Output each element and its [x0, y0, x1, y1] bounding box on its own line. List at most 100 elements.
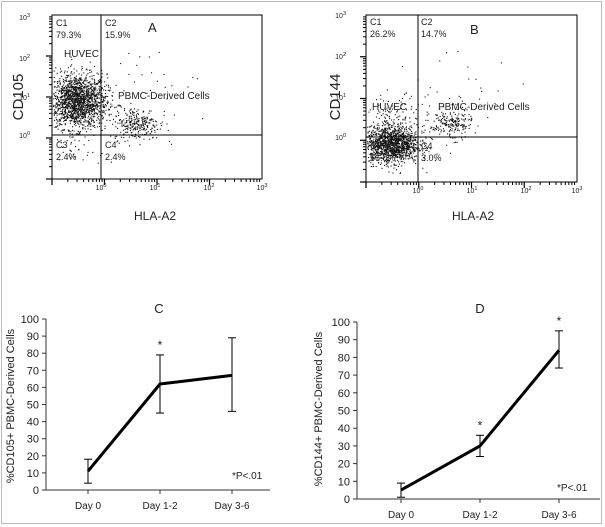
scatter-dot [396, 148, 398, 150]
scatter-dot [137, 132, 139, 134]
scatter-dot [163, 114, 165, 116]
scatter-dot [455, 127, 457, 129]
scatter-dot [391, 156, 393, 158]
scatter-dot [64, 98, 66, 100]
scatter-dot [382, 143, 384, 145]
scatter-dot [384, 128, 386, 130]
scatter-dot [73, 118, 75, 120]
scatter-dot [86, 99, 88, 101]
scatter-dot [94, 86, 96, 88]
scatter-dot [121, 121, 123, 123]
scatter-dot [90, 101, 92, 103]
scatter-dot [131, 120, 133, 122]
scatter-dot [85, 76, 87, 78]
scatter-dot [445, 122, 447, 124]
scatter-dot [395, 150, 397, 152]
scatter-dot [60, 88, 62, 90]
scatter-dot [95, 113, 97, 115]
scatter-dot [71, 108, 73, 110]
scatter-dot [67, 96, 69, 98]
scatter-dot [76, 93, 78, 95]
y-axis-title: %CD105+ PBMC-Derived Cells [5, 328, 17, 483]
scatter-dot [125, 120, 127, 122]
scatter-dot [110, 106, 112, 108]
scatter-dot [71, 129, 73, 131]
scatter-dot [408, 144, 410, 146]
scatter-dot [389, 145, 391, 147]
scatter-dot [399, 140, 401, 142]
scatter-dot [434, 129, 436, 131]
scatter-dot [370, 143, 372, 145]
scatter-dot [369, 137, 371, 139]
scatter-dot [67, 99, 69, 101]
scatter-dot [141, 129, 143, 131]
scatter-dot [79, 82, 81, 84]
scatter-dot [73, 89, 75, 91]
scatter-dot [393, 145, 395, 147]
scatter-dot [440, 121, 442, 123]
scatter-dot [108, 86, 110, 88]
scatter-dot [83, 124, 85, 126]
scatter-dot [94, 100, 96, 102]
scatter-dot [500, 62, 502, 64]
scatter-dot [86, 104, 88, 106]
scatter-dot [57, 104, 59, 106]
scatter-dot [402, 161, 404, 163]
scatter-dot [400, 122, 402, 124]
scatter-dot [435, 114, 437, 116]
scatter-dot [434, 128, 436, 130]
scatter-dot [470, 115, 472, 117]
scatter-dot [389, 147, 391, 149]
scatter-dot [402, 132, 404, 134]
scatter-dot [76, 108, 78, 110]
scatter-dot [388, 133, 390, 135]
scatter-dot [82, 128, 84, 130]
scatter-dot [65, 95, 67, 97]
scatter-dot [418, 149, 420, 151]
scatter-dot [77, 95, 79, 97]
scatter-dot [73, 105, 75, 107]
scatter-dot [54, 95, 56, 97]
scatter-dot [458, 124, 460, 126]
scatter-dot [61, 113, 63, 115]
scatter-dot [77, 96, 79, 98]
scatter-dot [66, 105, 68, 107]
x-tick-label: 100 [413, 186, 424, 195]
scatter-dot [77, 113, 79, 115]
scatter-dot [90, 86, 92, 88]
scatter-dot [441, 121, 443, 123]
scatter-dot [64, 107, 66, 109]
scatter-dot [385, 132, 387, 134]
y-tick-label: 80 [27, 348, 39, 360]
scatter-dot [67, 88, 69, 90]
scatter-dot [69, 120, 71, 122]
scatter-dot [405, 139, 407, 141]
scatter-dot [66, 93, 68, 95]
scatter-dot [63, 79, 65, 81]
scatter-dot [97, 117, 99, 119]
scatter-dot [426, 146, 428, 148]
scatter-dot [146, 132, 148, 134]
scatter-dot [405, 92, 407, 94]
scatter-dot [75, 117, 77, 119]
scatter-dot [75, 79, 77, 81]
scatter-dot [440, 125, 442, 127]
scatter-dot [65, 77, 67, 79]
scatter-dot [61, 146, 63, 148]
scatter-dot [446, 120, 448, 122]
scatter-dot [71, 133, 73, 135]
scatter-dot [460, 124, 462, 126]
scatter-dot [368, 145, 370, 147]
scatter-dot [75, 88, 77, 90]
scatter-dot [58, 104, 60, 106]
scatter-dot [87, 109, 89, 111]
scatter-dot [84, 117, 86, 119]
scatter-dot [367, 141, 369, 143]
scatter-dot [458, 113, 460, 115]
scatter-dot [83, 87, 85, 89]
scatter-dot [394, 144, 396, 146]
scatter-dot [407, 147, 409, 149]
scatter-dot [77, 115, 79, 117]
scatter-dot [450, 123, 452, 125]
scatter-dot [396, 146, 398, 148]
